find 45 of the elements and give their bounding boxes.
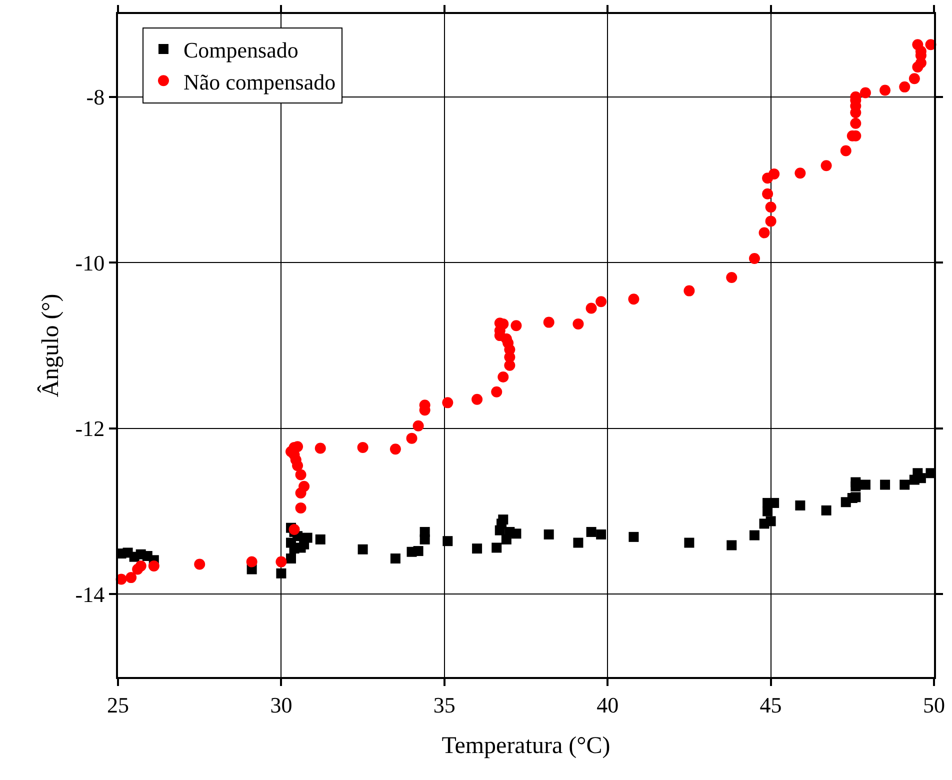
point xyxy=(286,553,296,564)
x-tick-label: 35 xyxy=(433,692,456,718)
y-tick-label: -10 xyxy=(75,250,105,276)
point xyxy=(573,538,584,548)
legend-label: Compensado xyxy=(183,38,298,63)
point xyxy=(726,540,737,550)
point xyxy=(900,480,910,490)
x-tick-label: 50 xyxy=(923,692,945,718)
y-tick-label: -8 xyxy=(86,84,105,110)
point xyxy=(390,553,400,564)
point xyxy=(749,530,760,540)
point xyxy=(850,492,861,502)
point xyxy=(413,546,424,556)
x-tick-label: 40 xyxy=(596,692,619,718)
point xyxy=(315,534,326,544)
point xyxy=(472,544,482,554)
point xyxy=(420,526,430,537)
point xyxy=(586,526,596,537)
point xyxy=(880,480,890,490)
point xyxy=(276,568,286,578)
x-tick-label: 25 xyxy=(107,692,129,718)
point xyxy=(628,532,639,542)
x-tick-label: 45 xyxy=(760,692,782,718)
point xyxy=(795,500,806,510)
point xyxy=(501,534,512,544)
y-axis-title: Ângulo (°) xyxy=(36,294,64,398)
point xyxy=(511,528,522,539)
point xyxy=(769,498,780,508)
x-tick-label: 30 xyxy=(270,692,292,718)
legend-label: Não compensado xyxy=(183,69,336,94)
point xyxy=(850,477,861,488)
y-tick-label: -12 xyxy=(75,416,105,442)
point xyxy=(596,529,606,540)
point xyxy=(358,544,368,554)
point xyxy=(766,516,776,526)
point xyxy=(442,536,453,546)
point xyxy=(821,505,832,516)
point xyxy=(684,538,694,548)
x-axis-title: Temperatura (°C) xyxy=(442,733,610,760)
y-tick-label: -14 xyxy=(75,582,105,607)
point xyxy=(302,532,312,543)
point xyxy=(492,542,502,553)
point xyxy=(544,529,554,540)
point xyxy=(498,514,508,525)
point xyxy=(860,480,870,490)
